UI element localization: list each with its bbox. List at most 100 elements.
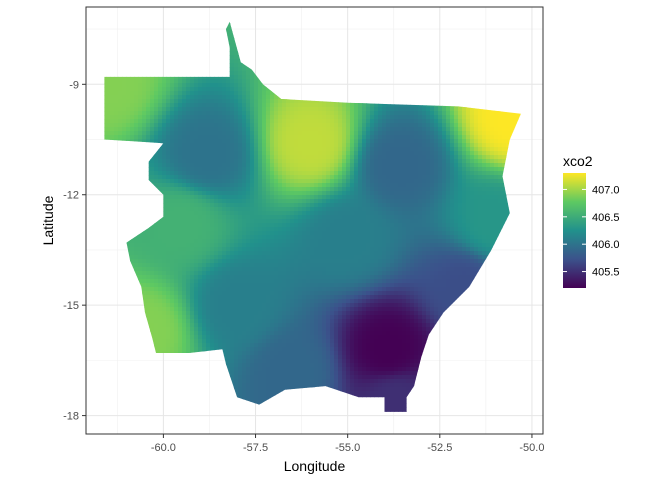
field-cell bbox=[210, 327, 215, 332]
field-cell bbox=[266, 131, 271, 136]
field-cell bbox=[250, 319, 255, 324]
field-cell bbox=[198, 339, 203, 344]
field-cell bbox=[182, 319, 187, 324]
field-cell bbox=[138, 255, 143, 260]
field-cell bbox=[170, 151, 175, 156]
field-cell bbox=[202, 107, 207, 112]
field-cell bbox=[174, 207, 179, 212]
field-cell bbox=[154, 239, 159, 244]
field-cell bbox=[174, 175, 179, 180]
field-cell bbox=[226, 287, 231, 292]
field-cell bbox=[186, 159, 191, 164]
field-cell bbox=[226, 271, 231, 276]
field-cell bbox=[118, 115, 123, 120]
field-cell bbox=[178, 295, 183, 300]
field-cell bbox=[214, 91, 219, 96]
field-cell bbox=[142, 135, 147, 140]
field-cell bbox=[234, 143, 239, 148]
field-cell bbox=[234, 179, 239, 184]
field-cell bbox=[230, 199, 235, 204]
field-cell bbox=[158, 159, 163, 164]
field-cell bbox=[154, 123, 159, 128]
field-cell bbox=[250, 83, 255, 88]
field-cell bbox=[218, 143, 223, 148]
field-cell bbox=[202, 83, 207, 88]
field-cell bbox=[174, 279, 179, 284]
field-cell bbox=[142, 271, 147, 276]
field-cell bbox=[154, 175, 159, 180]
field-cell bbox=[234, 283, 239, 288]
field-cell bbox=[142, 267, 147, 272]
field-cell bbox=[138, 111, 143, 116]
field-cell bbox=[194, 307, 199, 312]
field-cell bbox=[222, 303, 227, 308]
field-cell bbox=[198, 91, 203, 96]
field-cell bbox=[242, 103, 247, 108]
field-cell bbox=[198, 215, 203, 220]
field-cell bbox=[262, 91, 267, 96]
field-cell bbox=[222, 291, 227, 296]
field-cell bbox=[234, 383, 239, 388]
field-cell bbox=[214, 87, 219, 92]
field-cell bbox=[146, 291, 151, 296]
field-cell bbox=[162, 107, 167, 112]
field-cell bbox=[174, 203, 179, 208]
field-cell bbox=[202, 259, 207, 264]
field-cell bbox=[242, 363, 247, 368]
field-cell bbox=[222, 143, 227, 148]
field-cell bbox=[166, 283, 171, 288]
field-cell bbox=[246, 211, 251, 216]
field-cell bbox=[170, 123, 175, 128]
field-cell bbox=[214, 175, 219, 180]
field-cell bbox=[234, 67, 239, 72]
field-cell bbox=[138, 251, 143, 256]
field-cell bbox=[234, 243, 239, 248]
field-cell bbox=[246, 307, 251, 312]
field-cell bbox=[146, 303, 151, 308]
field-cell bbox=[170, 267, 175, 272]
field-cell bbox=[222, 131, 227, 136]
field-cell bbox=[166, 79, 171, 84]
field-cell bbox=[150, 227, 155, 232]
field-cell bbox=[142, 79, 147, 84]
field-cell bbox=[162, 123, 167, 128]
field-cell bbox=[214, 227, 219, 232]
field-cell bbox=[162, 235, 167, 240]
field-cell bbox=[270, 135, 275, 140]
field-cell bbox=[250, 363, 255, 368]
field-cell bbox=[194, 243, 199, 248]
field-cell bbox=[158, 179, 163, 184]
field-cell bbox=[258, 327, 263, 332]
field-cell bbox=[158, 243, 163, 248]
field-cell bbox=[190, 79, 195, 84]
field-cell bbox=[222, 275, 227, 280]
field-cell bbox=[258, 223, 263, 228]
field-cell bbox=[166, 227, 171, 232]
field-cell bbox=[270, 175, 275, 180]
field-cell bbox=[202, 95, 207, 100]
field-cell bbox=[166, 123, 171, 128]
field-cell bbox=[218, 191, 223, 196]
field-cell bbox=[214, 215, 219, 220]
field-cell bbox=[226, 235, 231, 240]
field-cell bbox=[254, 331, 259, 336]
field-cell bbox=[174, 335, 179, 340]
field-cell bbox=[206, 243, 211, 248]
field-cell bbox=[210, 147, 215, 152]
field-cell bbox=[270, 219, 275, 224]
field-cell bbox=[198, 111, 203, 116]
field-cell bbox=[214, 135, 219, 140]
field-cell bbox=[230, 319, 235, 324]
field-cell bbox=[202, 111, 207, 116]
field-cell bbox=[242, 323, 247, 328]
field-cell bbox=[270, 119, 275, 124]
field-cell bbox=[262, 359, 267, 364]
field-cell bbox=[142, 107, 147, 112]
field-cell bbox=[218, 231, 223, 236]
field-cell bbox=[246, 171, 251, 176]
field-cell bbox=[190, 111, 195, 116]
field-cell bbox=[266, 179, 271, 184]
field-cell bbox=[202, 299, 207, 304]
field-cell bbox=[158, 235, 163, 240]
field-cell bbox=[266, 239, 271, 244]
